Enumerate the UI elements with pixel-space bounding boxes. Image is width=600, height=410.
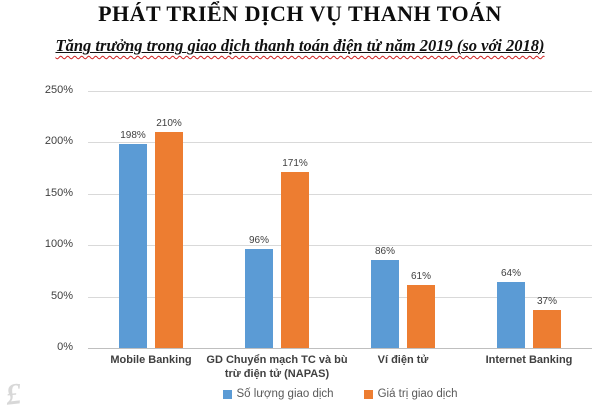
x-axis-line (88, 348, 592, 349)
y-tick-label: 100% (44, 238, 73, 251)
bar-so-luong[interactable]: 86% (371, 246, 399, 348)
watermark-glyph: £ (4, 377, 23, 410)
bar-value-label: 198% (120, 130, 146, 142)
x-category-label: Mobile Banking (110, 354, 192, 366)
y-tick-label: 0% (57, 341, 73, 353)
gridline (88, 296, 592, 298)
legend-label: Giá trị giao dịch (377, 388, 458, 400)
chart-subtitle-text: Tăng trưởng trong giao dịch thanh toán đ… (55, 36, 545, 55)
bar-value-label: 61% (410, 271, 432, 283)
legend: Số lượng giao dịch Giá trị giao dịch (88, 388, 592, 400)
bar-gia-tri[interactable]: 210% (155, 118, 183, 348)
bar-so-luong[interactable]: 96% (245, 235, 273, 348)
bar-group: 64% 37% (466, 91, 592, 348)
gridline (88, 193, 592, 195)
bar-so-luong[interactable]: 64% (497, 268, 525, 348)
legend-swatch-icon (222, 389, 232, 399)
gridline (88, 142, 592, 144)
legend-label: Số lượng giao dịch (236, 388, 334, 400)
y-tick-label: 150% (44, 186, 73, 199)
bar-value-label: 96% (248, 235, 270, 247)
bar-gia-tri[interactable]: 171% (281, 158, 309, 348)
y-tick-label: 50% (50, 289, 73, 302)
legend-item[interactable]: Số lượng giao dịch (222, 388, 334, 400)
plot-area: 198% 210% 96% 171% 86% 61% 64% 37% (88, 91, 592, 349)
bar-group: 86% 61% (340, 91, 466, 348)
bar-group: 198% 210% (88, 91, 214, 348)
chart-title: PHÁT TRIỂN DỊCH VỤ THANH TOÁN (98, 1, 502, 26)
y-tick-label: 250% (44, 84, 73, 96)
bar-gia-tri[interactable]: 37% (533, 296, 561, 348)
x-category-label: GD Chuyển mạch TC và bù trừ điện tử (NAP… (206, 354, 348, 380)
bar-gia-tri[interactable]: 61% (407, 271, 435, 348)
legend-swatch-icon (363, 389, 373, 399)
bar-value-label: 37% (536, 295, 558, 307)
bar-group: 96% 171% (214, 91, 340, 348)
bar-so-luong[interactable]: 198% (119, 130, 147, 348)
y-tick-label: 200% (44, 135, 73, 148)
gridline (88, 245, 592, 247)
bar-value-label: 210% (156, 118, 182, 130)
chart-subtitle: Tăng trưởng trong giao dịch thanh toán đ… (0, 36, 600, 56)
x-category-label: Ví điện tử (377, 354, 429, 366)
legend-item[interactable]: Giá trị giao dịch (363, 388, 458, 400)
bar-value-label: 86% (374, 245, 396, 257)
gridline (88, 91, 592, 92)
x-category-label: Internet Banking (485, 354, 573, 366)
bar-value-label: 171% (282, 158, 308, 170)
bar-value-label: 64% (500, 268, 522, 280)
